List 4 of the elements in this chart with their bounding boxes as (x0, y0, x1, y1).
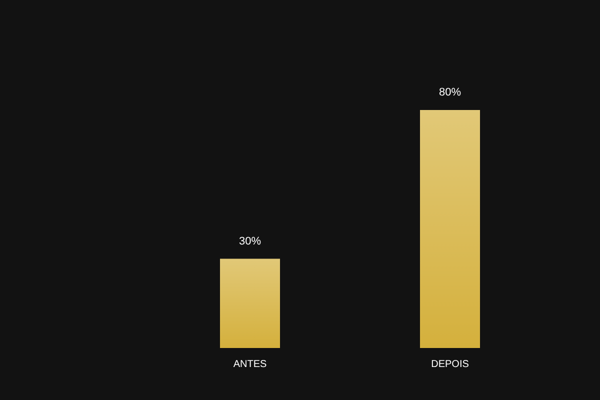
x-tick-label: ANTES (233, 358, 267, 370)
x-tick-label: DEPOIS (431, 358, 470, 370)
data-label: 30% (238, 235, 262, 248)
data-label: 80% (438, 86, 462, 99)
